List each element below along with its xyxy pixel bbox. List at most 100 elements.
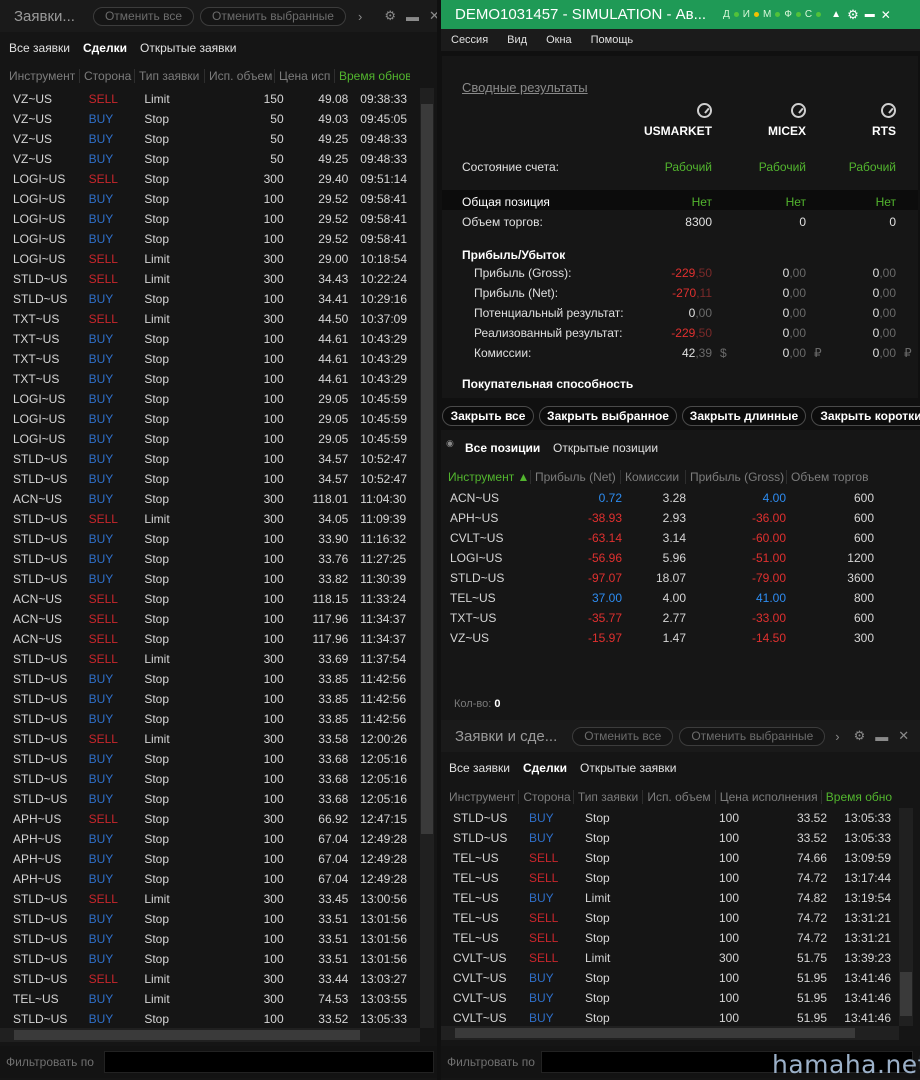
- gear-icon[interactable]: ⚙: [847, 6, 859, 22]
- table-row[interactable]: APH~US BUY Stop 100 67.04 12:49:28: [0, 829, 420, 849]
- column-header[interactable]: Сторона: [80, 69, 135, 83]
- table-row[interactable]: TXT~US SELL Limit 300 44.50 10:37:09: [0, 309, 420, 329]
- column-header[interactable]: Инструмент: [5, 69, 80, 83]
- gear-icon[interactable]: ⚙: [853, 728, 866, 743]
- table-row[interactable]: TEL~US BUY Limit 300 74.53 13:03:55: [0, 989, 420, 1009]
- table-row[interactable]: TEL~US SELL Stop 100 74.72 13:17:44: [441, 868, 899, 888]
- table-row[interactable]: STLD~US BUY Stop 100 33.68 12:05:16: [0, 749, 420, 769]
- column-header[interactable]: Время обнов: [339, 69, 410, 83]
- column-header[interactable]: Время обно: [825, 790, 893, 804]
- table-row[interactable]: STLD~US SELL Limit 300 33.58 12:00:26: [0, 729, 420, 749]
- table-row[interactable]: TEL~US SELL Stop 100 74.66 13:09:59: [441, 848, 899, 868]
- table-row[interactable]: STLD~US BUY Stop 100 33.52 13:05:33: [0, 1009, 420, 1029]
- table-row[interactable]: CVLT~US SELL Limit 300 51.75 13:39:23: [441, 948, 899, 968]
- close-selected-button[interactable]: Закрыть выбранное: [539, 406, 677, 426]
- table-row[interactable]: APH~US BUY Stop 100 67.04 12:49:28: [0, 849, 420, 869]
- tab-item[interactable]: Открытые заявки: [139, 41, 237, 55]
- table-row[interactable]: STLD~US BUY Stop 100 33.68 12:05:16: [0, 769, 420, 789]
- table-row[interactable]: STLD~US BUY Stop 100 33.51 13:01:56: [0, 949, 420, 969]
- table-row[interactable]: VZ~US BUY Stop 50 49.25 09:48:33: [0, 129, 420, 149]
- table-row[interactable]: LOGI~US BUY Stop 100 29.05 10:45:59: [0, 389, 420, 409]
- right-cancel-selected-button[interactable]: Отменить выбранные: [679, 726, 826, 746]
- right-vertical-scrollbar[interactable]: [899, 808, 913, 1026]
- table-row[interactable]: TEL~US 37.00 4.00 41.00 800: [441, 588, 920, 608]
- table-row[interactable]: LOGI~US BUY Stop 100 29.05 10:45:59: [0, 429, 420, 449]
- close-all-button[interactable]: Закрыть все: [442, 406, 534, 426]
- table-row[interactable]: TEL~US SELL Stop 100 74.72 13:31:21: [441, 928, 899, 948]
- table-row[interactable]: LOGI~US BUY Stop 100 29.05 10:45:59: [0, 409, 420, 429]
- left-filter-input[interactable]: [104, 1051, 434, 1073]
- menu-item[interactable]: Вид: [507, 34, 528, 46]
- column-header[interactable]: Прибыль (Gross): [686, 470, 787, 484]
- table-row[interactable]: TEL~US BUY Limit 100 74.82 13:19:54: [441, 888, 899, 908]
- tab-item[interactable]: Сделки: [83, 41, 127, 55]
- right-vertical-scroll-thumb[interactable]: [900, 972, 912, 1016]
- cancel-all-button[interactable]: Отменить все: [92, 6, 195, 26]
- column-header[interactable]: Инструмент: [445, 790, 520, 804]
- table-row[interactable]: VZ~US BUY Stop 50 49.03 09:45:05: [0, 109, 420, 129]
- column-header[interactable]: Исп. объем: [643, 790, 716, 804]
- up-arrow-icon[interactable]: ▲: [831, 9, 842, 20]
- table-row[interactable]: ACN~US SELL Stop 100 118.15 11:33:24: [0, 589, 420, 609]
- column-header[interactable]: Цена исп: [275, 69, 335, 83]
- table-row[interactable]: STLD~US SELL Limit 300 33.45 13:00:56: [0, 889, 420, 909]
- table-row[interactable]: LOGI~US SELL Stop 300 29.40 09:51:14: [0, 169, 420, 189]
- right-horizontal-scroll-thumb[interactable]: [455, 1028, 855, 1038]
- table-row[interactable]: STLD~US SELL Limit 300 33.69 11:37:54: [0, 649, 420, 669]
- minimize-icon[interactable]: ▬: [405, 8, 419, 24]
- menu-item[interactable]: Сессия: [451, 34, 489, 46]
- chevron-right-icon[interactable]: ›: [835, 728, 840, 744]
- table-row[interactable]: STLD~US BUY Stop 100 33.90 11:16:32: [0, 529, 420, 549]
- column-header[interactable]: Сторона: [519, 790, 574, 804]
- left-vertical-scroll-thumb[interactable]: [421, 104, 433, 834]
- table-row[interactable]: TEL~US SELL Stop 100 74.72 13:31:21: [441, 908, 899, 928]
- table-row[interactable]: ACN~US SELL Stop 100 117.96 11:34:37: [0, 609, 420, 629]
- close-icon[interactable]: ✕: [880, 7, 891, 22]
- column-header[interactable]: Объем торгов: [791, 470, 869, 484]
- table-row[interactable]: LOGI~US BUY Stop 100 29.52 09:58:41: [0, 189, 420, 209]
- close-icon[interactable]: ✕: [898, 728, 910, 743]
- table-row[interactable]: VZ~US -15.97 1.47 -14.50 300: [441, 628, 920, 648]
- table-row[interactable]: CVLT~US BUY Stop 100 51.95 13:41:46: [441, 988, 899, 1008]
- table-row[interactable]: CVLT~US BUY Stop 100 51.95 13:41:46: [441, 1008, 899, 1028]
- column-header[interactable]: Цена исполнения: [716, 790, 822, 804]
- table-row[interactable]: STLD~US BUY Stop 100 34.57 10:52:47: [0, 469, 420, 489]
- table-row[interactable]: APH~US -38.93 2.93 -36.00 600: [441, 508, 920, 528]
- column-header[interactable]: Прибыль (Net): [531, 470, 621, 484]
- table-row[interactable]: STLD~US BUY Stop 100 33.51 13:01:56: [0, 909, 420, 929]
- minimize-icon[interactable]: ▬: [864, 9, 875, 20]
- table-row[interactable]: STLD~US BUY Stop 100 33.76 11:27:25: [0, 549, 420, 569]
- table-row[interactable]: VZ~US SELL Limit 150 49.08 09:38:33: [0, 89, 420, 109]
- cancel-selected-button[interactable]: Отменить выбранные: [200, 6, 346, 26]
- menu-item[interactable]: Помощь: [590, 34, 634, 46]
- table-row[interactable]: ACN~US BUY Stop 300 118.01 11:04:30: [0, 489, 420, 509]
- close-long-button[interactable]: Закрыть длинные: [682, 406, 806, 426]
- table-row[interactable]: CVLT~US -63.14 3.14 -60.00 600: [441, 528, 920, 548]
- table-row[interactable]: STLD~US SELL Limit 300 34.05 11:09:39: [0, 509, 420, 529]
- table-row[interactable]: CVLT~US BUY Stop 100 51.95 13:41:46: [441, 968, 899, 988]
- menu-item[interactable]: Окна: [546, 34, 572, 46]
- positions-radio-icon[interactable]: ◉: [446, 438, 454, 448]
- table-row[interactable]: LOGI~US BUY Stop 100 29.52 09:58:41: [0, 209, 420, 229]
- table-row[interactable]: ACN~US SELL Stop 100 117.96 11:34:37: [0, 629, 420, 649]
- table-row[interactable]: STLD~US SELL Limit 300 33.44 13:03:27: [0, 969, 420, 989]
- column-header[interactable]: Исп. объем: [205, 69, 275, 83]
- table-row[interactable]: STLD~US BUY Stop 100 34.41 10:29:16: [0, 289, 420, 309]
- right-cancel-all-button[interactable]: Отменить все: [572, 726, 674, 746]
- tab-item[interactable]: Все заявки: [449, 761, 511, 775]
- close-short-button[interactable]: Закрыть коротки: [811, 406, 920, 426]
- table-row[interactable]: APH~US SELL Stop 300 66.92 12:47:15: [0, 809, 420, 829]
- tab-item[interactable]: Открытые заявки: [579, 761, 677, 775]
- tab-item[interactable]: Все заявки: [9, 41, 71, 55]
- table-row[interactable]: VZ~US BUY Stop 50 49.25 09:48:33: [0, 149, 420, 169]
- table-row[interactable]: TXT~US BUY Stop 100 44.61 10:43:29: [0, 349, 420, 369]
- table-row[interactable]: APH~US BUY Stop 100 67.04 12:49:28: [0, 869, 420, 889]
- gear-icon[interactable]: ⚙: [384, 8, 396, 23]
- table-row[interactable]: LOGI~US -56.96 5.96 -51.00 1200: [441, 548, 920, 568]
- table-row[interactable]: LOGI~US SELL Limit 300 29.00 10:18:54: [0, 249, 420, 269]
- tab-all-positions[interactable]: Все позиции: [465, 441, 541, 455]
- right-filter-input[interactable]: [541, 1051, 913, 1073]
- table-row[interactable]: LOGI~US BUY Stop 100 29.52 09:58:41: [0, 229, 420, 249]
- table-row[interactable]: STLD~US BUY Stop 100 33.68 12:05:16: [0, 789, 420, 809]
- table-row[interactable]: STLD~US BUY Stop 100 33.52 13:05:33: [441, 808, 899, 828]
